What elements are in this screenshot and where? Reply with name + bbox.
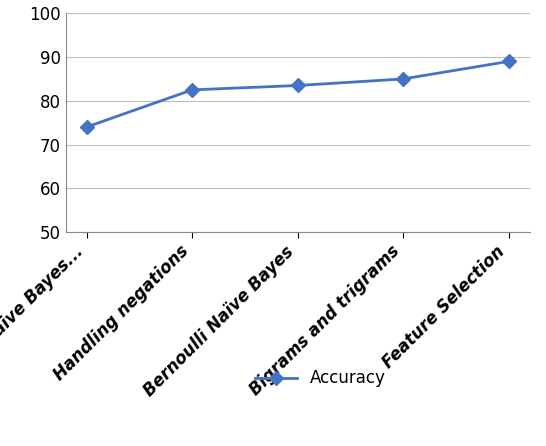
Legend: Accuracy: Accuracy: [248, 363, 393, 394]
